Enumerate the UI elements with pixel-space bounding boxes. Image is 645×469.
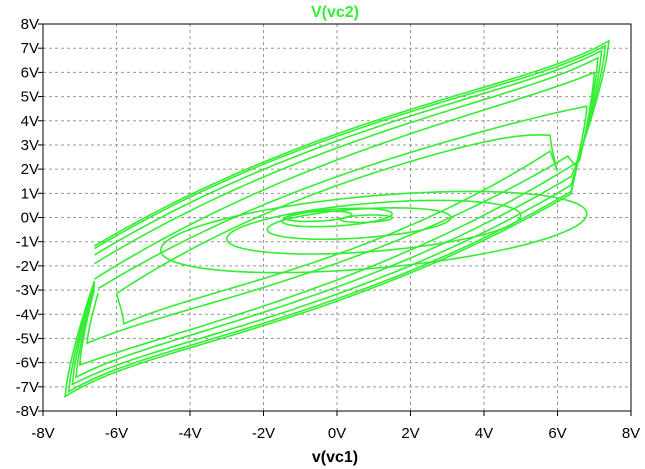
spiral-orbit [339, 214, 393, 224]
x-tick-label: -6V [105, 425, 128, 442]
x-tick-label: 0V [328, 425, 346, 442]
y-axis: 8V 7V 6V 5V 4V 3V 2V 1V 0V -1V -2V -3V -4V -5V -6V -7V -… [16, 16, 43, 420]
hysteresis-loop [115, 134, 559, 326]
y-tick-label: 5V [21, 89, 39, 106]
grid [43, 24, 631, 411]
y-tick-label: -6V [16, 355, 39, 372]
x-tick-label: 8V [622, 425, 640, 442]
y-tick-label: 7V [21, 40, 39, 57]
y-tick-label: 6V [21, 64, 39, 81]
trace-vc2 [63, 39, 611, 399]
spiral-orbit [225, 199, 522, 255]
x-tick-label: -8V [31, 425, 54, 442]
x-tick-label: 4V [475, 425, 493, 442]
y-tick-label: 3V [21, 137, 39, 154]
y-tick-label: -7V [16, 379, 39, 396]
y-tick-label: 1V [21, 185, 39, 202]
hysteresis-loop [78, 71, 596, 367]
y-tick-label: 2V [21, 161, 39, 178]
spiral-orbit [284, 210, 353, 223]
y-tick-label: -2V [16, 258, 39, 275]
y-tick-label: -3V [16, 282, 39, 299]
x-tick-label: -2V [252, 425, 275, 442]
chart-title: V(vc2) [311, 4, 359, 21]
spiral-orbit [159, 190, 588, 274]
x-axis-label: v(vc1) [312, 449, 358, 466]
y-tick-label: -5V [16, 330, 39, 347]
y-tick-label: 0V [21, 210, 39, 227]
y-tick-label: -8V [16, 403, 39, 420]
x-tick-label: -4V [178, 425, 201, 442]
hysteresis-loop [86, 105, 588, 345]
y-tick-label: -1V [16, 234, 39, 251]
y-tick-label: 8V [21, 16, 39, 33]
x-axis: -8V -6V -4V -2V 0V 2V 4V 6V 8V [31, 411, 640, 442]
x-tick-label: 2V [401, 425, 419, 442]
spiral-orbit [266, 206, 452, 241]
y-tick-label: -4V [16, 306, 39, 323]
x-tick-label: 6V [548, 425, 566, 442]
y-tick-label: 4V [21, 113, 39, 130]
